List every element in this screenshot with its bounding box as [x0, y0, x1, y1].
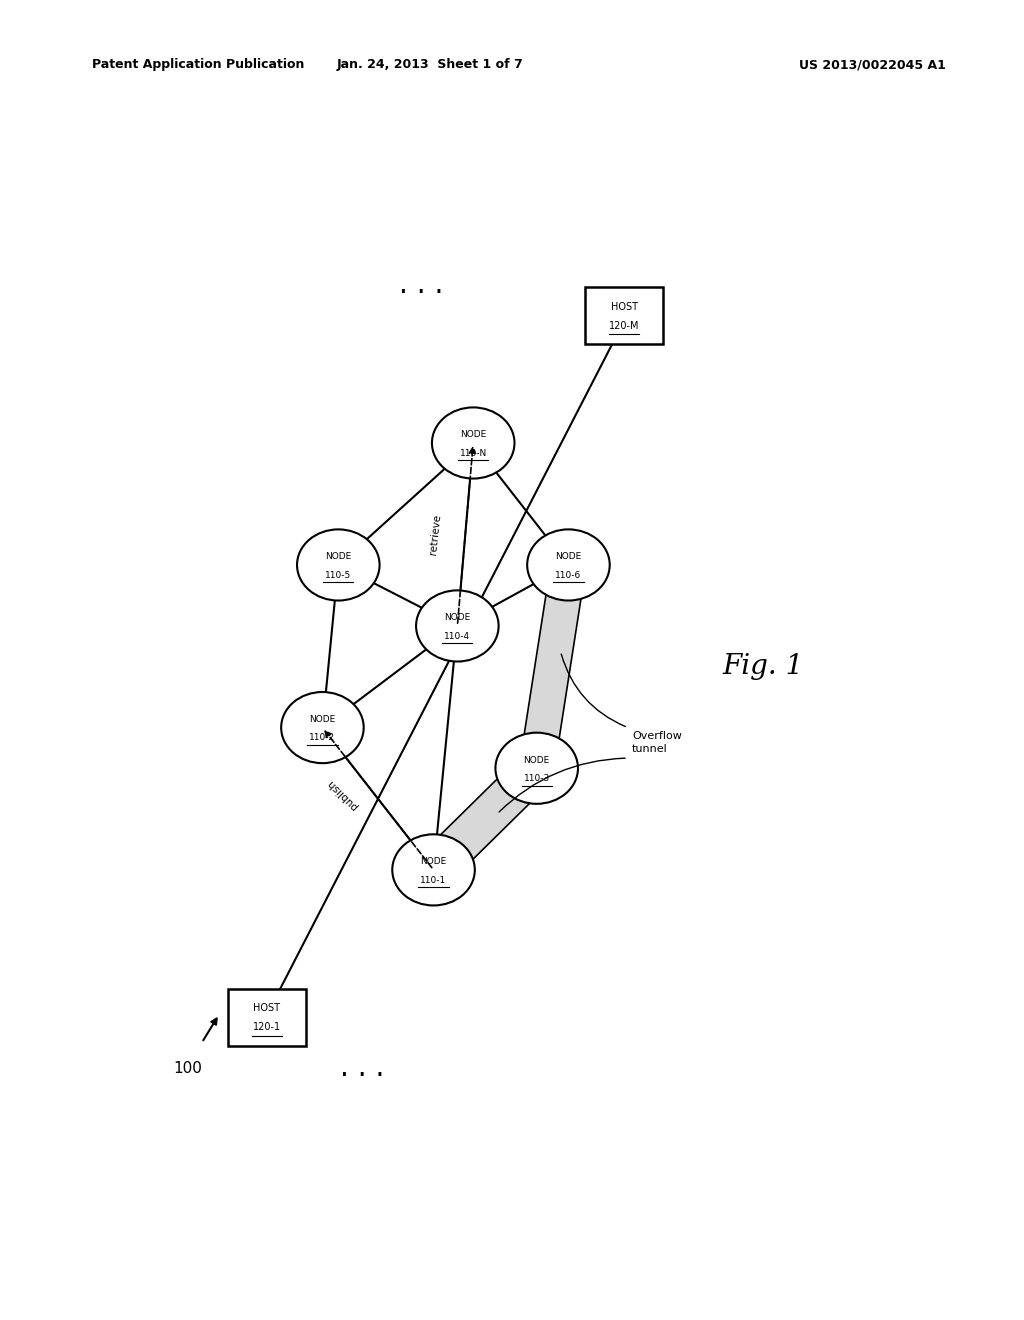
Polygon shape	[423, 751, 548, 887]
Text: 120-M: 120-M	[608, 321, 639, 331]
Text: NODE: NODE	[444, 614, 470, 622]
Text: . . .: . . .	[399, 272, 443, 300]
Text: NODE: NODE	[555, 552, 582, 561]
Text: 110-1: 110-1	[421, 875, 446, 884]
Text: NODE: NODE	[421, 857, 446, 866]
Text: NODE: NODE	[309, 715, 336, 723]
Text: 120-1: 120-1	[253, 1023, 281, 1032]
Text: HOST: HOST	[253, 1003, 281, 1014]
Text: US 2013/0022045 A1: US 2013/0022045 A1	[799, 58, 945, 71]
Ellipse shape	[392, 834, 475, 906]
Text: Fig. 1: Fig. 1	[722, 653, 804, 680]
Text: publish: publish	[326, 776, 359, 810]
Polygon shape	[519, 561, 586, 772]
Ellipse shape	[496, 733, 578, 804]
FancyBboxPatch shape	[585, 288, 664, 345]
Ellipse shape	[527, 529, 609, 601]
Text: NODE: NODE	[460, 430, 486, 440]
Text: Patent Application Publication: Patent Application Publication	[92, 58, 304, 71]
Ellipse shape	[416, 590, 499, 661]
Text: Jan. 24, 2013  Sheet 1 of 7: Jan. 24, 2013 Sheet 1 of 7	[337, 58, 523, 71]
Ellipse shape	[282, 692, 364, 763]
Text: 110-N: 110-N	[460, 449, 486, 458]
Text: HOST: HOST	[610, 302, 638, 312]
Text: 110-5: 110-5	[326, 570, 351, 579]
Text: retrieve: retrieve	[428, 513, 442, 556]
Text: NODE: NODE	[326, 552, 351, 561]
Text: 110-4: 110-4	[444, 631, 470, 640]
Ellipse shape	[432, 408, 514, 479]
Text: 110-3: 110-3	[523, 774, 550, 783]
Text: 100: 100	[173, 1060, 202, 1076]
Text: NODE: NODE	[523, 755, 550, 764]
FancyBboxPatch shape	[227, 989, 306, 1045]
Text: . . .: . . .	[340, 1055, 384, 1082]
Text: 110-2: 110-2	[309, 733, 336, 742]
Text: Overflow
tunnel: Overflow tunnel	[632, 731, 682, 755]
Text: 110-6: 110-6	[555, 570, 582, 579]
Ellipse shape	[297, 529, 380, 601]
